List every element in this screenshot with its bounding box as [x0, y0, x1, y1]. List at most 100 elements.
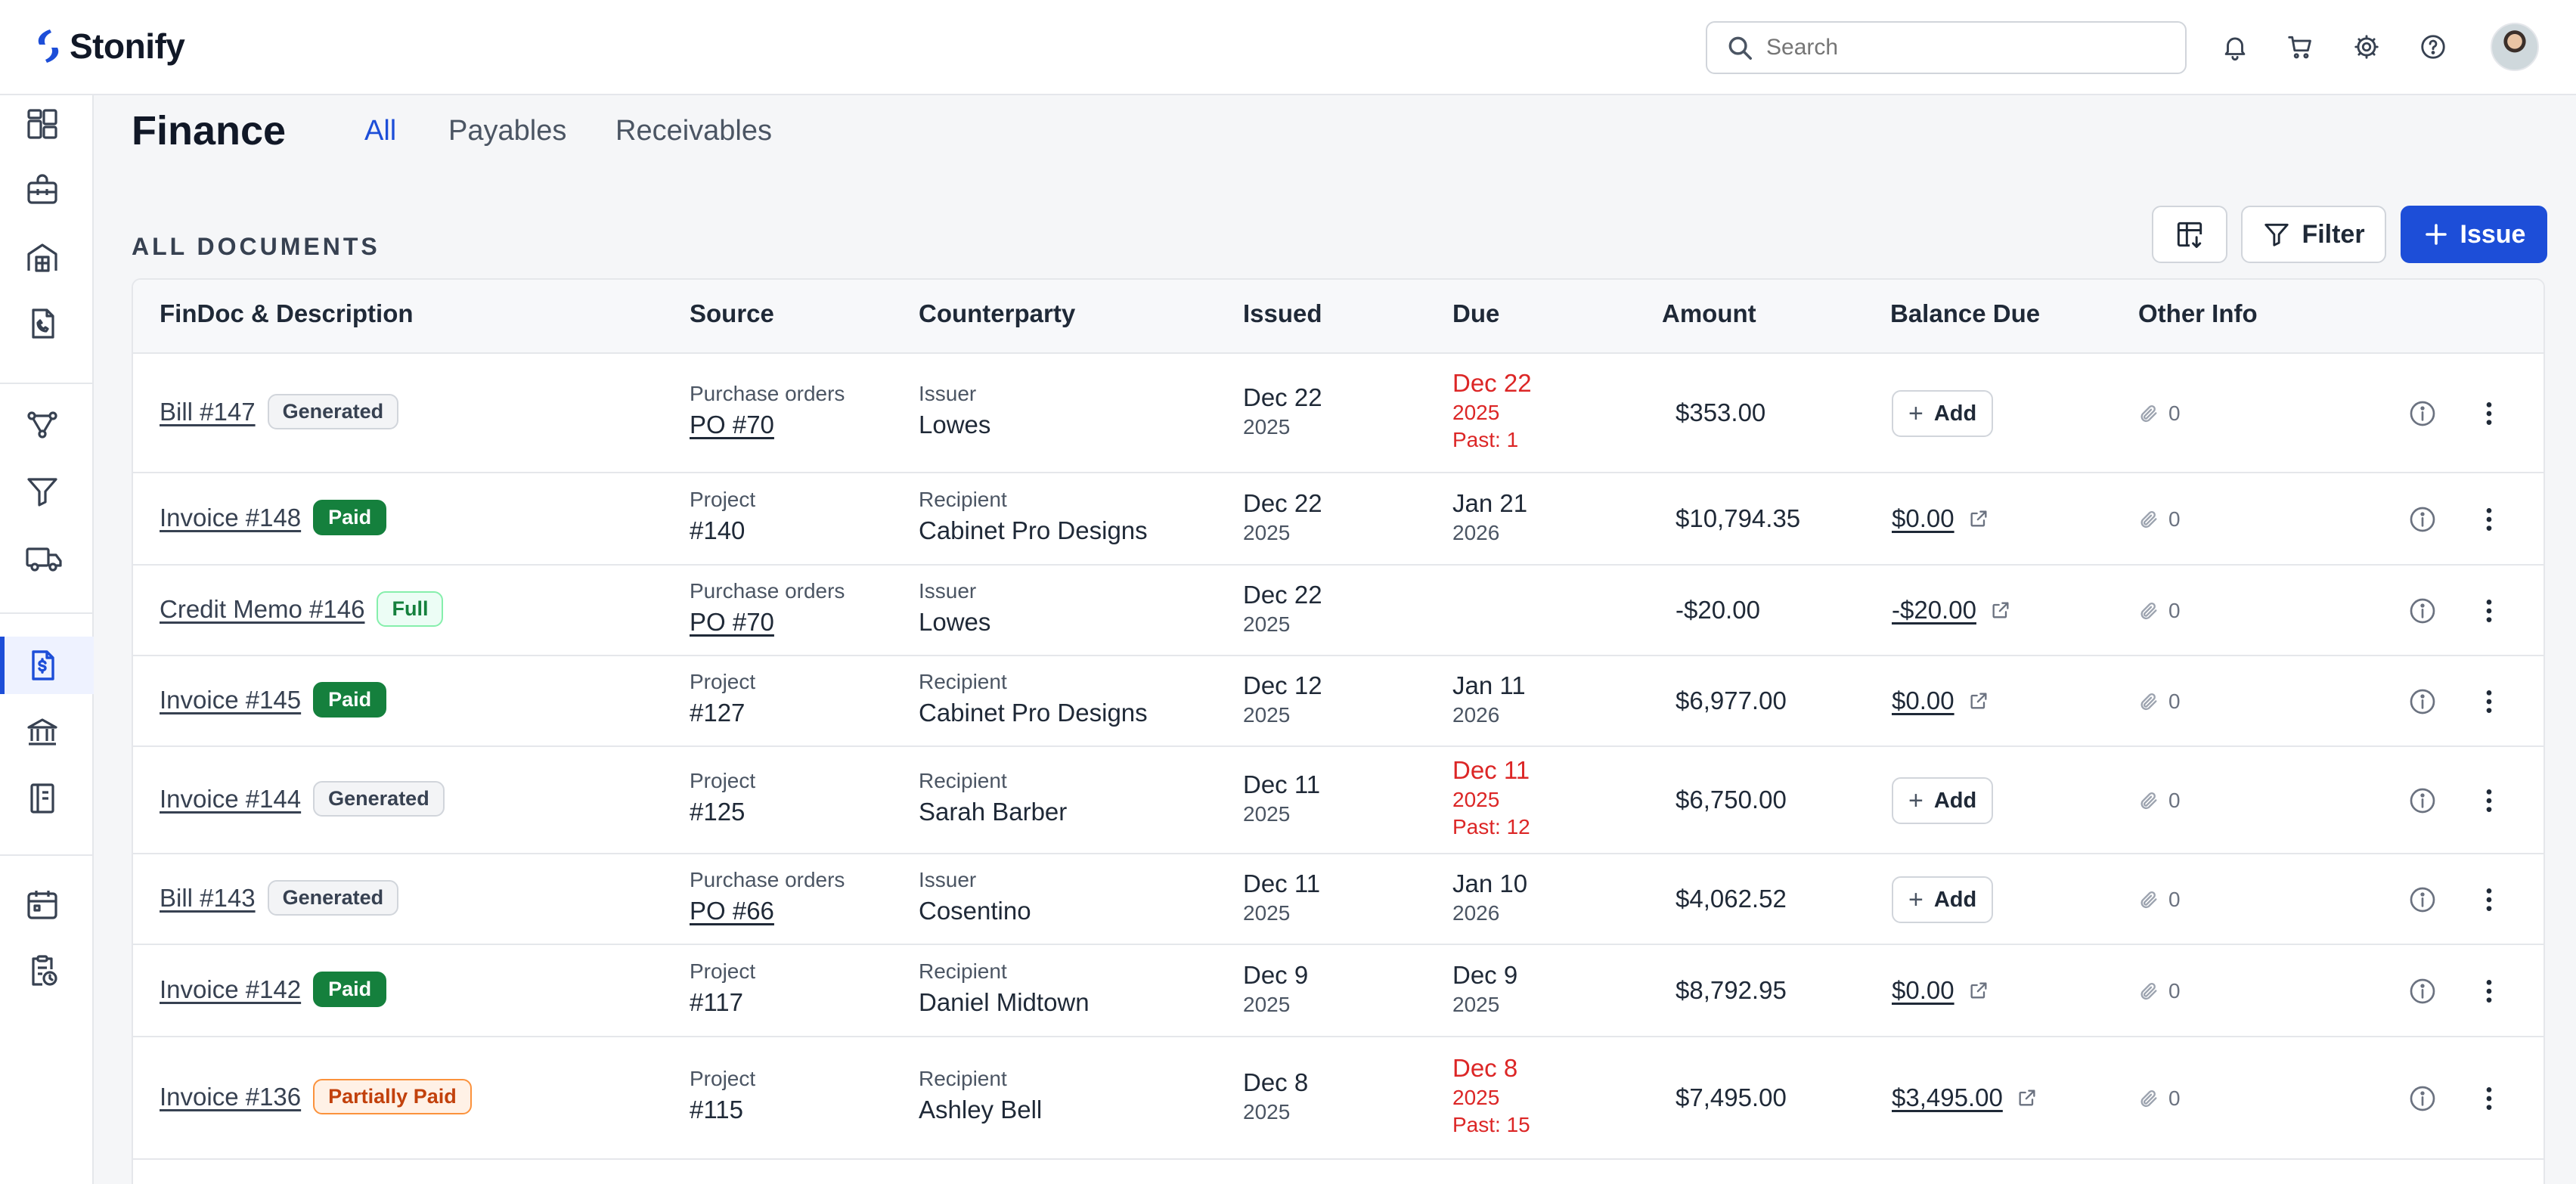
plus-icon: +	[1908, 398, 1923, 428]
help-icon[interactable]	[2415, 29, 2451, 65]
sidebar-item-workflows[interactable]	[0, 396, 94, 454]
info-icon[interactable]	[2407, 786, 2438, 820]
attachments-count[interactable]: 0	[2138, 789, 2181, 813]
external-link-icon[interactable]	[1990, 600, 2011, 621]
attachments-count[interactable]: 0	[2138, 599, 2181, 623]
status-badge: Generated	[267, 880, 399, 916]
sidebar-item-banking[interactable]	[0, 703, 94, 761]
table-row[interactable]: Bill #143 Generated Purchase orders PO #66 I…	[133, 854, 2543, 945]
tab-receivables[interactable]: Receivables	[615, 115, 772, 147]
sidebar-item-schedule[interactable]	[0, 942, 94, 1000]
sidebar-item-dashboard[interactable]	[0, 95, 94, 153]
table-row[interactable]: Bill #147 Generated Purchase orders PO #70 I…	[133, 354, 2543, 473]
add-balance-button[interactable]: + Add	[1892, 876, 1994, 923]
attachments-count[interactable]: 0	[2138, 1086, 2181, 1111]
findoc-link[interactable]: Credit Memo #146	[160, 595, 365, 623]
add-balance-button[interactable]: + Add	[1892, 390, 1994, 437]
source-ref[interactable]: PO #70	[690, 608, 774, 636]
balance-due-link[interactable]: $0.00	[1892, 976, 1954, 1004]
counterparty-name: Lowes	[919, 608, 991, 636]
external-link-icon[interactable]	[2016, 1087, 2038, 1108]
findoc-link[interactable]: Invoice #148	[160, 504, 302, 532]
info-icon[interactable]	[2407, 885, 2438, 919]
sidebar-item-finance[interactable]	[0, 637, 94, 694]
info-icon[interactable]	[2407, 1083, 2438, 1117]
header-issued[interactable]: Issued	[1243, 299, 1322, 327]
more-options-icon[interactable]	[2474, 976, 2504, 1010]
sidebar-item-documents[interactable]	[0, 295, 94, 352]
search-input[interactable]	[1766, 35, 2175, 60]
past-due-days: Past: 12	[1452, 815, 1530, 838]
info-icon[interactable]	[2407, 596, 2438, 630]
header-source[interactable]: Source	[690, 299, 774, 327]
sidebar-item-ledger[interactable]	[0, 770, 94, 827]
balance-due-link[interactable]: $0.00	[1892, 687, 1954, 714]
add-balance-button[interactable]: + Add	[1892, 777, 1994, 824]
table-row[interactable]: Invoice #145 Paid Project #127 Recipient Cabi…	[133, 656, 2543, 747]
more-options-icon[interactable]	[2474, 398, 2504, 432]
tab-payables[interactable]: Payables	[448, 115, 567, 147]
table-row[interactable]: Credit Memo #146 Full Purchase orders PO #7…	[133, 566, 2543, 656]
info-icon[interactable]	[2407, 687, 2438, 721]
tab-all[interactable]: All	[364, 115, 397, 147]
header-due[interactable]: Due	[1452, 299, 1500, 327]
attachments-count[interactable]: 0	[2138, 401, 2181, 426]
balance-due-link[interactable]: $0.00	[1892, 504, 1954, 532]
logo[interactable]: Stonify	[33, 26, 185, 67]
more-options-icon[interactable]	[2474, 786, 2504, 820]
source-ref[interactable]: PO #66	[690, 897, 774, 925]
filter-button[interactable]: Filter	[2241, 206, 2386, 263]
attachments-count[interactable]: 0	[2138, 507, 2181, 532]
info-icon[interactable]	[2407, 976, 2438, 1010]
table-row[interactable]: Invoice #148 Paid Project #140 Recipient Cabi…	[133, 473, 2543, 566]
balance-due-link[interactable]: -$20.00	[1892, 596, 1976, 624]
table-row[interactable]: Invoice #136 Partially Paid Project #115 Rec…	[133, 1037, 2543, 1160]
more-options-icon[interactable]	[2474, 1083, 2504, 1117]
search-box[interactable]	[1706, 21, 2187, 74]
attachments-count[interactable]: 0	[2138, 690, 2181, 714]
findoc-link[interactable]: Invoice #145	[160, 686, 302, 714]
more-options-icon[interactable]	[2474, 596, 2504, 630]
external-link-icon[interactable]	[1968, 508, 1989, 529]
sidebar-item-tools[interactable]	[0, 162, 94, 219]
findoc-link[interactable]: Bill #143	[160, 884, 256, 912]
findoc-link[interactable]: Bill #147	[160, 398, 256, 426]
header-other-info[interactable]: Other Info	[2138, 299, 2258, 327]
header-doc[interactable]: FinDoc & Description	[160, 299, 414, 327]
header-counterparty[interactable]: Counterparty	[919, 299, 1076, 327]
header-amount[interactable]: Amount	[1662, 299, 1756, 327]
info-icon[interactable]	[2407, 398, 2438, 432]
attachments-count[interactable]: 0	[2138, 979, 2181, 1003]
sidebar-item-deliveries[interactable]	[0, 529, 94, 587]
bell-icon[interactable]	[2217, 29, 2253, 65]
sidebar-item-properties[interactable]	[0, 228, 94, 286]
cart-icon[interactable]	[2282, 29, 2318, 65]
export-button[interactable]	[2152, 206, 2227, 263]
source-ref: #140	[690, 516, 746, 544]
external-link-icon[interactable]	[1968, 980, 1989, 1001]
sidebar-item-calendar[interactable]	[0, 876, 94, 933]
more-options-icon[interactable]	[2474, 885, 2504, 919]
external-link-icon[interactable]	[1968, 690, 1989, 711]
info-icon[interactable]	[2407, 504, 2438, 538]
avatar[interactable]	[2491, 23, 2539, 71]
issue-button[interactable]: Issue	[2401, 206, 2547, 263]
more-options-icon[interactable]	[2474, 687, 2504, 721]
source-ref[interactable]: PO #70	[690, 411, 774, 439]
source-ref: #115	[690, 1096, 743, 1124]
balance-due-link[interactable]: $3,495.00	[1892, 1083, 2003, 1111]
table-row[interactable]: Invoice #142 Paid Project #117 Recipient Dani…	[133, 945, 2543, 1037]
plus-icon: +	[1908, 786, 1923, 815]
more-options-icon[interactable]	[2474, 504, 2504, 538]
table-row[interactable]: Invoice #144 Generated Project #125 Recipien…	[133, 747, 2543, 854]
gear-icon[interactable]	[2348, 29, 2385, 65]
header-balance[interactable]: Balance Due	[1890, 299, 2041, 327]
findoc-link[interactable]: Invoice #144	[160, 785, 302, 813]
attachments-number: 0	[2168, 507, 2181, 531]
sidebar-item-leads[interactable]	[0, 463, 94, 520]
attachments-count[interactable]: 0	[2138, 888, 2181, 912]
status-badge: Partially Paid	[313, 1079, 472, 1114]
findoc-link[interactable]: Invoice #142	[160, 975, 302, 1003]
findoc-link[interactable]: Invoice #136	[160, 1083, 302, 1111]
due-year: 2025	[1452, 1086, 1500, 1109]
